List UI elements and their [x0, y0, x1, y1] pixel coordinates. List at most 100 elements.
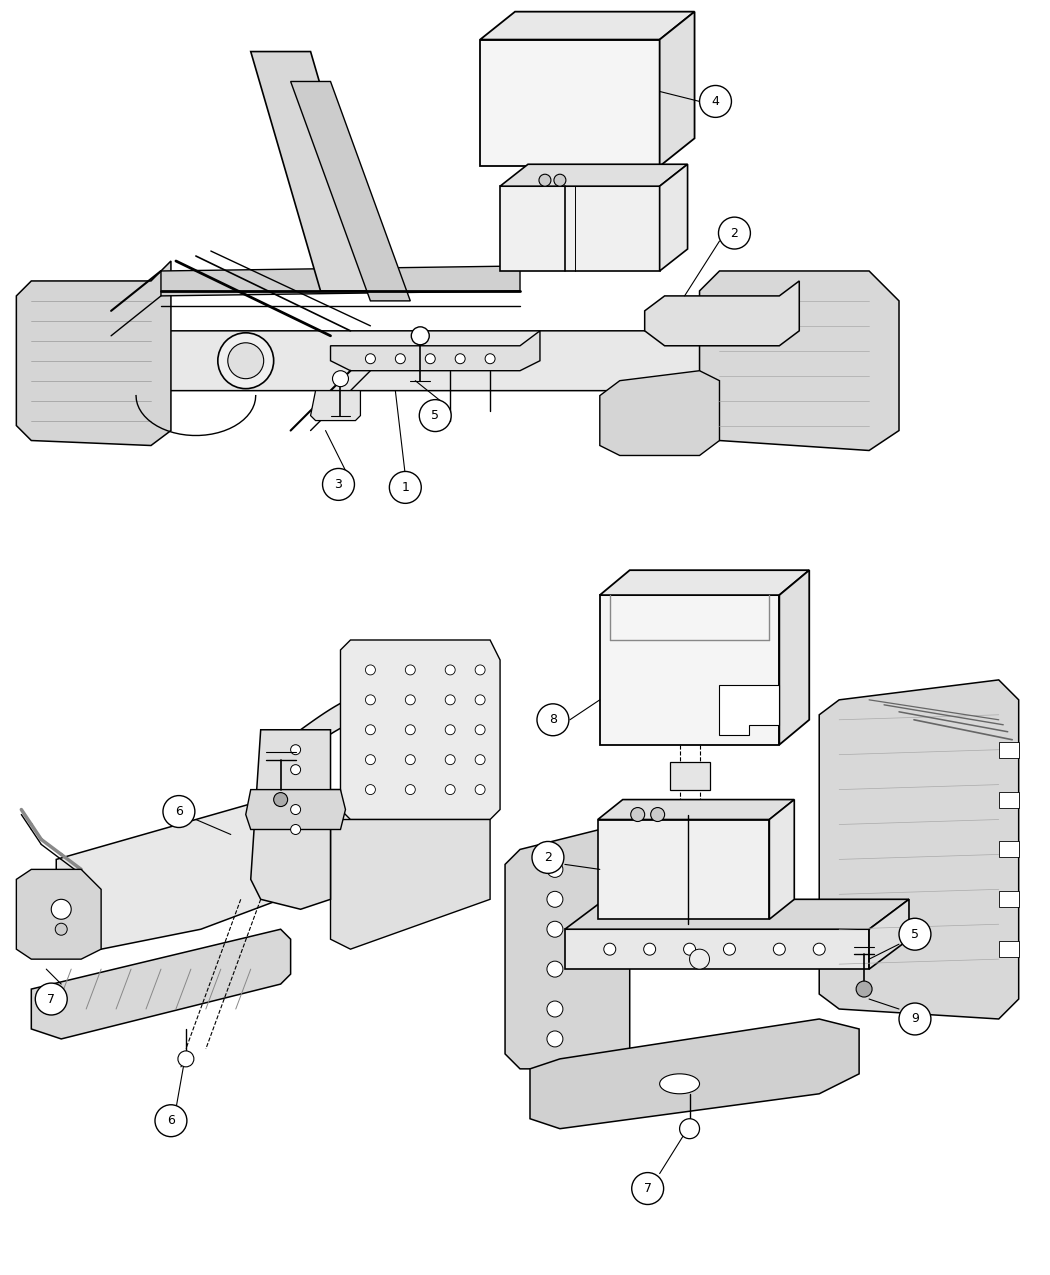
Polygon shape: [819, 680, 1018, 1019]
Circle shape: [274, 793, 288, 807]
Circle shape: [425, 353, 436, 363]
Ellipse shape: [659, 1074, 699, 1094]
Circle shape: [365, 353, 376, 363]
Polygon shape: [770, 799, 794, 919]
Circle shape: [445, 695, 456, 705]
Polygon shape: [600, 595, 779, 745]
Circle shape: [547, 862, 563, 877]
Circle shape: [476, 755, 485, 765]
Circle shape: [632, 1173, 664, 1205]
Circle shape: [476, 666, 485, 674]
Circle shape: [644, 944, 655, 955]
Polygon shape: [246, 789, 345, 830]
Circle shape: [405, 755, 416, 765]
Circle shape: [485, 353, 496, 363]
Circle shape: [291, 805, 300, 815]
Polygon shape: [520, 969, 620, 1068]
Polygon shape: [57, 789, 420, 949]
Circle shape: [365, 695, 376, 705]
Circle shape: [405, 695, 416, 705]
Circle shape: [684, 944, 695, 955]
Polygon shape: [480, 11, 694, 40]
Polygon shape: [645, 280, 799, 346]
Polygon shape: [300, 690, 490, 775]
Text: 7: 7: [47, 992, 56, 1006]
Circle shape: [291, 765, 300, 775]
Polygon shape: [600, 371, 719, 455]
Text: 5: 5: [911, 928, 919, 941]
Circle shape: [445, 666, 456, 674]
Polygon shape: [17, 870, 101, 959]
Circle shape: [365, 784, 376, 794]
Circle shape: [899, 1003, 931, 1035]
Circle shape: [36, 983, 67, 1015]
Text: 5: 5: [432, 409, 439, 422]
Circle shape: [547, 891, 563, 908]
Circle shape: [679, 1118, 699, 1139]
Polygon shape: [659, 11, 694, 166]
Text: 2: 2: [731, 227, 738, 240]
Circle shape: [365, 724, 376, 734]
Circle shape: [604, 944, 615, 955]
Polygon shape: [600, 570, 810, 595]
Circle shape: [163, 796, 195, 827]
Polygon shape: [311, 390, 360, 421]
Circle shape: [651, 807, 665, 821]
Text: 6: 6: [175, 805, 183, 819]
Text: 1: 1: [401, 481, 410, 493]
Polygon shape: [999, 891, 1018, 908]
Text: 7: 7: [644, 1182, 652, 1195]
Circle shape: [690, 949, 710, 969]
Polygon shape: [530, 1019, 859, 1128]
Circle shape: [723, 944, 735, 955]
Text: 8: 8: [549, 713, 556, 727]
Polygon shape: [719, 685, 779, 734]
Polygon shape: [251, 51, 380, 291]
Circle shape: [390, 472, 421, 504]
Polygon shape: [565, 899, 909, 929]
Circle shape: [445, 784, 456, 794]
Circle shape: [476, 724, 485, 734]
Text: 9: 9: [911, 1012, 919, 1025]
Polygon shape: [597, 820, 770, 919]
Circle shape: [228, 343, 264, 379]
Polygon shape: [999, 742, 1018, 757]
Polygon shape: [500, 164, 688, 186]
Polygon shape: [480, 40, 659, 166]
Circle shape: [899, 918, 931, 950]
Circle shape: [539, 175, 551, 186]
Circle shape: [217, 333, 274, 389]
Polygon shape: [565, 929, 869, 969]
Circle shape: [445, 755, 456, 765]
Circle shape: [554, 175, 566, 186]
Polygon shape: [32, 929, 291, 1039]
Circle shape: [814, 944, 825, 955]
Circle shape: [51, 899, 71, 919]
Polygon shape: [699, 272, 899, 450]
Polygon shape: [340, 640, 500, 820]
Circle shape: [365, 666, 376, 674]
Circle shape: [56, 923, 67, 935]
Polygon shape: [505, 830, 630, 1068]
Circle shape: [718, 217, 751, 249]
Circle shape: [445, 724, 456, 734]
Circle shape: [547, 961, 563, 977]
Circle shape: [774, 944, 785, 955]
Text: 4: 4: [712, 94, 719, 108]
Polygon shape: [999, 792, 1018, 807]
Circle shape: [419, 399, 452, 431]
Circle shape: [532, 842, 564, 873]
Text: 6: 6: [167, 1114, 175, 1127]
Circle shape: [405, 724, 416, 734]
Text: 3: 3: [335, 478, 342, 491]
Polygon shape: [291, 82, 411, 301]
Circle shape: [333, 371, 349, 386]
Polygon shape: [597, 799, 794, 820]
Circle shape: [547, 1001, 563, 1017]
Circle shape: [856, 980, 873, 997]
Circle shape: [537, 704, 569, 736]
Circle shape: [412, 326, 429, 344]
Polygon shape: [869, 899, 909, 969]
Circle shape: [631, 807, 645, 821]
Polygon shape: [121, 301, 750, 390]
